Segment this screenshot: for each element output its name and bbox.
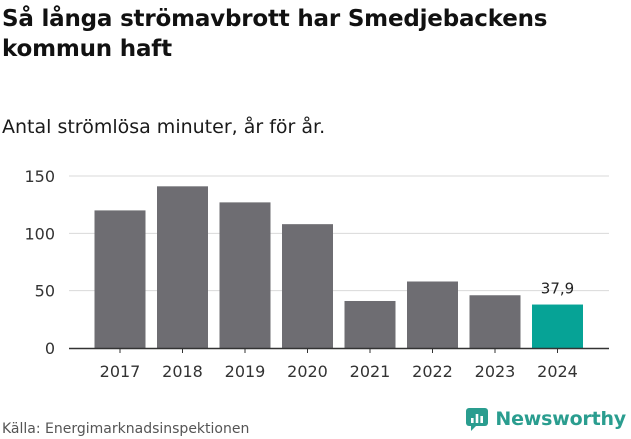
bar	[344, 300, 396, 348]
bar	[157, 186, 208, 348]
y-tick-label: 0	[45, 339, 55, 358]
bar	[532, 304, 583, 348]
y-tick-label: 150	[24, 167, 55, 186]
x-tick-label: 2018	[162, 362, 203, 381]
x-tick-label: 2020	[287, 362, 328, 381]
brand-logo[interactable]: Newsworthy	[465, 407, 626, 431]
x-tick-label: 2023	[475, 362, 516, 381]
bar	[282, 224, 333, 348]
newsworthy-logo-icon	[466, 408, 489, 431]
x-tick-label: 2022	[412, 362, 453, 381]
bar	[469, 295, 521, 348]
x-tick-label: 2021	[350, 362, 391, 381]
y-tick-label: 100	[24, 224, 55, 243]
bar	[94, 210, 146, 348]
data-label: 37,9	[541, 280, 574, 298]
bar	[219, 202, 271, 348]
bar	[407, 281, 458, 348]
chart-title: Så långa strömavbrott har Smedjebackens …	[2, 6, 548, 62]
bar-chart: 0 50 100 150 2017 2018 2019 2020 2021 2022 2023 202…	[24, 167, 609, 381]
x-tick-label: 2019	[225, 362, 266, 381]
source-credit: Källa: Energimarknadsinspektionen	[2, 421, 250, 437]
brand-name: Newsworthy	[495, 408, 626, 430]
x-tick-label: 2017	[100, 362, 141, 381]
chart-subtitle: Antal strömlösa minuter, år för år.	[2, 116, 326, 138]
y-tick-label: 50	[35, 282, 55, 301]
x-tick-label: 2024	[537, 362, 578, 381]
